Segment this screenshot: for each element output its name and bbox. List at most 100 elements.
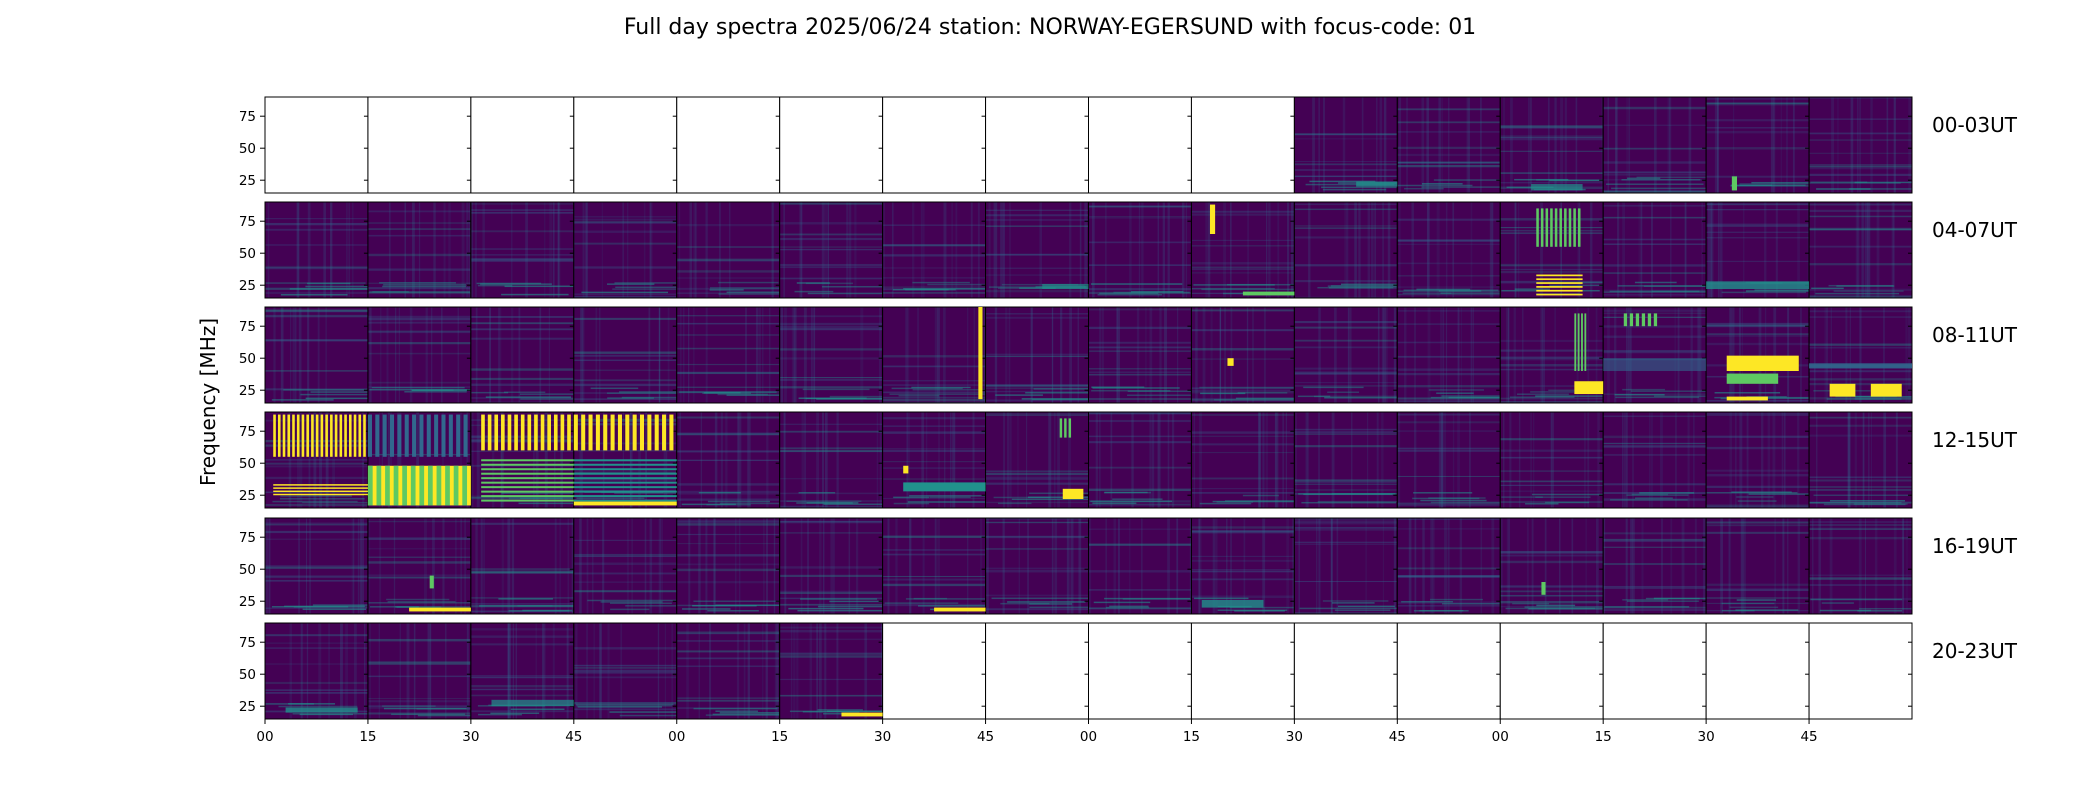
y-tick-label: 25 <box>239 488 256 504</box>
panel-04-07UT-13 <box>1602 201 1707 299</box>
y-tick-label: 25 <box>239 383 256 399</box>
panel-bg <box>1294 307 1398 403</box>
panel-00-03UT-9 <box>1190 96 1295 194</box>
spectral-feature <box>581 414 586 451</box>
spectral-feature <box>367 414 372 457</box>
spectral-feature <box>382 414 387 457</box>
spectral-feature <box>1536 278 1583 281</box>
spectral-feature <box>409 607 471 612</box>
panel-bg <box>1809 97 1912 193</box>
spectral-feature <box>603 414 608 451</box>
spectral-feature <box>573 501 677 506</box>
spectral-feature <box>494 414 499 451</box>
spectral-feature <box>1809 363 1912 369</box>
spectral-feature <box>348 414 352 457</box>
panel-bg <box>1809 412 1912 508</box>
spectral-feature <box>527 414 532 451</box>
spectral-feature <box>1536 293 1583 296</box>
spectral-feature <box>1201 599 1264 608</box>
panel-20-23UT-3 <box>573 622 678 720</box>
row-00-03UT: 25 50 75 00-03UT <box>239 96 2018 194</box>
spectral-feature <box>1536 289 1583 292</box>
panel-04-07UT-8 <box>1088 201 1192 299</box>
x-tick-label: 30 <box>1698 729 1715 745</box>
panel-bg <box>1706 307 1810 403</box>
panel-bg <box>265 202 368 298</box>
spectral-feature <box>453 465 459 506</box>
panel-16-19UT-11 <box>1396 517 1501 615</box>
spectral-feature <box>1536 282 1583 284</box>
spectral-feature <box>1062 488 1084 500</box>
panel-04-07UT-4 <box>676 201 781 299</box>
spectral-feature <box>934 607 986 612</box>
panel-frame <box>1808 622 1913 720</box>
spectral-feature <box>1641 313 1646 327</box>
panel-bg <box>676 97 780 193</box>
spectral-feature <box>491 699 574 707</box>
panel-bg <box>1397 518 1501 614</box>
spectral-feature <box>617 414 622 451</box>
x-tick-label: 00 <box>256 729 273 745</box>
spectral-feature <box>1623 313 1628 327</box>
panel-bg <box>1294 202 1398 298</box>
spectral-feature <box>282 414 286 457</box>
panel-bg <box>676 623 780 719</box>
spectral-feature <box>481 481 574 484</box>
spectral-feature <box>573 490 677 493</box>
x-tick-label: 15 <box>1595 729 1612 745</box>
spectral-feature <box>1042 283 1089 290</box>
panel-bg <box>1706 518 1810 614</box>
spectral-feature <box>481 472 574 475</box>
row-label: 00-03UT <box>1932 113 2018 137</box>
spectral-feature <box>1731 176 1738 191</box>
spectral-feature <box>534 414 538 451</box>
panel-12-15UT-13 <box>1602 411 1707 509</box>
panel-bg <box>1500 97 1604 193</box>
panel-bg <box>573 307 677 403</box>
panel-20-23UT-14 <box>1705 622 1810 720</box>
panel-bg <box>367 97 471 193</box>
spectral-feature <box>393 465 399 506</box>
x-tick-label: 15 <box>771 729 788 745</box>
spectral-feature <box>1536 208 1539 247</box>
panel-frame <box>1808 517 1913 615</box>
panel-bg <box>1191 202 1295 298</box>
y-tick-label: 75 <box>239 635 256 651</box>
panel-00-03UT-4 <box>676 96 781 194</box>
panel-20-23UT-0 <box>264 622 369 720</box>
panel-16-19UT-6 <box>882 517 987 615</box>
spectral-feature <box>410 465 416 506</box>
spectral-feature <box>429 575 434 589</box>
panel-bg <box>1397 412 1501 508</box>
spectral-feature <box>306 414 309 457</box>
spectral-feature <box>1550 208 1553 247</box>
panel-bg <box>882 97 986 193</box>
spectral-feature <box>573 463 677 466</box>
spectral-feature <box>441 414 446 457</box>
spectral-feature <box>397 414 402 457</box>
spectral-feature <box>353 414 357 457</box>
spectral-feature <box>339 414 343 457</box>
spectral-feature <box>1536 286 1583 288</box>
x-tick-label: 15 <box>1183 729 1200 745</box>
spectral-feature <box>1726 355 1799 371</box>
panel-16-19UT-0 <box>264 517 369 615</box>
panel-00-03UT-3 <box>573 96 678 194</box>
panel-04-07UT-10 <box>1293 201 1398 299</box>
panel-bg <box>985 307 1089 403</box>
panel-bg <box>1500 412 1604 508</box>
panel-bg <box>1294 623 1398 719</box>
spectral-feature <box>436 465 442 506</box>
row-label: 12-15UT <box>1932 428 2018 452</box>
row-label: 16-19UT <box>1932 534 2018 558</box>
panel-bg <box>470 307 574 403</box>
spectral-feature <box>573 477 677 480</box>
panel-20-23UT-9 <box>1190 622 1295 720</box>
panel-00-03UT-7 <box>985 96 1089 194</box>
panel-08-11UT-6 <box>882 306 987 404</box>
panel-frame <box>1808 96 1913 194</box>
panel-20-23UT-12 <box>1499 622 1604 720</box>
spectral-feature <box>1242 291 1295 296</box>
x-tick-label: 45 <box>1800 729 1817 745</box>
panel-16-19UT-15 <box>1808 517 1913 615</box>
